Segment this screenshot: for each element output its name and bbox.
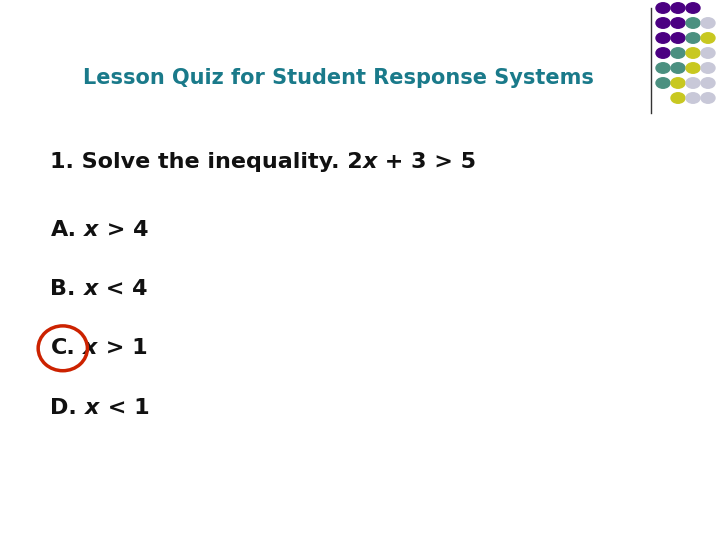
Text: Lesson Quiz for Student Response Systems: Lesson Quiz for Student Response Systems: [83, 68, 594, 89]
Text: A.: A.: [50, 219, 76, 240]
Text: x: x: [363, 152, 377, 172]
Text: > 4: > 4: [99, 219, 148, 240]
Text: x: x: [85, 397, 99, 418]
Text: C.: C.: [50, 338, 75, 359]
Text: < 4: < 4: [98, 279, 148, 299]
Text: > 1: > 1: [97, 338, 147, 359]
Text: D.: D.: [50, 397, 77, 418]
Text: < 1: < 1: [99, 397, 149, 418]
Text: x: x: [83, 338, 97, 359]
Text: 1. Solve the inequality. 2: 1. Solve the inequality. 2: [50, 152, 363, 172]
Text: x: x: [84, 279, 98, 299]
Text: + 3 > 5: + 3 > 5: [377, 152, 477, 172]
Text: B.: B.: [50, 279, 76, 299]
Text: x: x: [84, 219, 99, 240]
